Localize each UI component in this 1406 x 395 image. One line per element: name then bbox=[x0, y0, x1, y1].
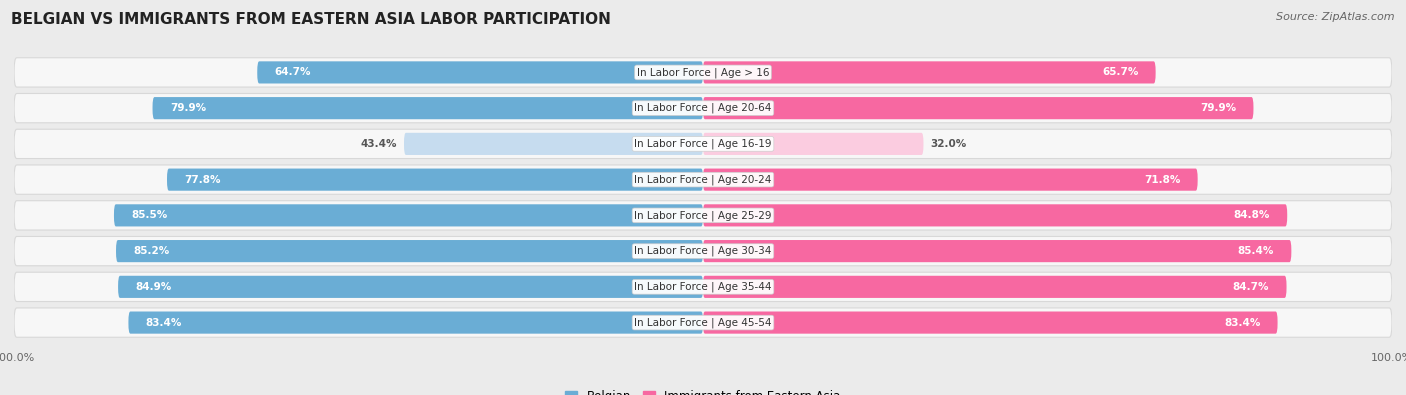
Text: 85.4%: 85.4% bbox=[1237, 246, 1274, 256]
FancyBboxPatch shape bbox=[703, 133, 924, 155]
FancyBboxPatch shape bbox=[14, 201, 1392, 230]
Text: In Labor Force | Age 35-44: In Labor Force | Age 35-44 bbox=[634, 282, 772, 292]
FancyBboxPatch shape bbox=[703, 240, 1291, 262]
FancyBboxPatch shape bbox=[128, 312, 703, 334]
Text: 32.0%: 32.0% bbox=[931, 139, 966, 149]
FancyBboxPatch shape bbox=[117, 240, 703, 262]
FancyBboxPatch shape bbox=[152, 97, 703, 119]
FancyBboxPatch shape bbox=[14, 237, 1392, 266]
Text: In Labor Force | Age 25-29: In Labor Force | Age 25-29 bbox=[634, 210, 772, 221]
FancyBboxPatch shape bbox=[14, 272, 1392, 301]
FancyBboxPatch shape bbox=[703, 97, 1254, 119]
FancyBboxPatch shape bbox=[257, 61, 703, 83]
Text: BELGIAN VS IMMIGRANTS FROM EASTERN ASIA LABOR PARTICIPATION: BELGIAN VS IMMIGRANTS FROM EASTERN ASIA … bbox=[11, 12, 612, 27]
FancyBboxPatch shape bbox=[14, 129, 1392, 158]
Text: 79.9%: 79.9% bbox=[1201, 103, 1236, 113]
FancyBboxPatch shape bbox=[703, 276, 1286, 298]
FancyBboxPatch shape bbox=[404, 133, 703, 155]
Text: 71.8%: 71.8% bbox=[1144, 175, 1181, 184]
Text: 43.4%: 43.4% bbox=[360, 139, 396, 149]
Text: 84.7%: 84.7% bbox=[1233, 282, 1270, 292]
FancyBboxPatch shape bbox=[703, 312, 1278, 334]
Text: In Labor Force | Age 30-34: In Labor Force | Age 30-34 bbox=[634, 246, 772, 256]
Text: 85.2%: 85.2% bbox=[134, 246, 170, 256]
Text: 83.4%: 83.4% bbox=[1225, 318, 1260, 327]
FancyBboxPatch shape bbox=[703, 61, 1156, 83]
Text: 84.8%: 84.8% bbox=[1233, 211, 1270, 220]
FancyBboxPatch shape bbox=[114, 204, 703, 226]
FancyBboxPatch shape bbox=[14, 58, 1392, 87]
Text: 85.5%: 85.5% bbox=[131, 211, 167, 220]
Text: 65.7%: 65.7% bbox=[1102, 68, 1139, 77]
Text: In Labor Force | Age 45-54: In Labor Force | Age 45-54 bbox=[634, 317, 772, 328]
Text: 64.7%: 64.7% bbox=[274, 68, 311, 77]
Text: In Labor Force | Age 16-19: In Labor Force | Age 16-19 bbox=[634, 139, 772, 149]
FancyBboxPatch shape bbox=[14, 308, 1392, 337]
FancyBboxPatch shape bbox=[118, 276, 703, 298]
Text: Source: ZipAtlas.com: Source: ZipAtlas.com bbox=[1277, 12, 1395, 22]
FancyBboxPatch shape bbox=[14, 165, 1392, 194]
Legend: Belgian, Immigrants from Eastern Asia: Belgian, Immigrants from Eastern Asia bbox=[561, 385, 845, 395]
Text: In Labor Force | Age 20-64: In Labor Force | Age 20-64 bbox=[634, 103, 772, 113]
Text: 83.4%: 83.4% bbox=[146, 318, 181, 327]
Text: In Labor Force | Age > 16: In Labor Force | Age > 16 bbox=[637, 67, 769, 78]
FancyBboxPatch shape bbox=[703, 169, 1198, 191]
Text: 84.9%: 84.9% bbox=[135, 282, 172, 292]
Text: 79.9%: 79.9% bbox=[170, 103, 205, 113]
Text: In Labor Force | Age 20-24: In Labor Force | Age 20-24 bbox=[634, 174, 772, 185]
FancyBboxPatch shape bbox=[14, 94, 1392, 123]
FancyBboxPatch shape bbox=[167, 169, 703, 191]
FancyBboxPatch shape bbox=[703, 204, 1288, 226]
Text: 77.8%: 77.8% bbox=[184, 175, 221, 184]
